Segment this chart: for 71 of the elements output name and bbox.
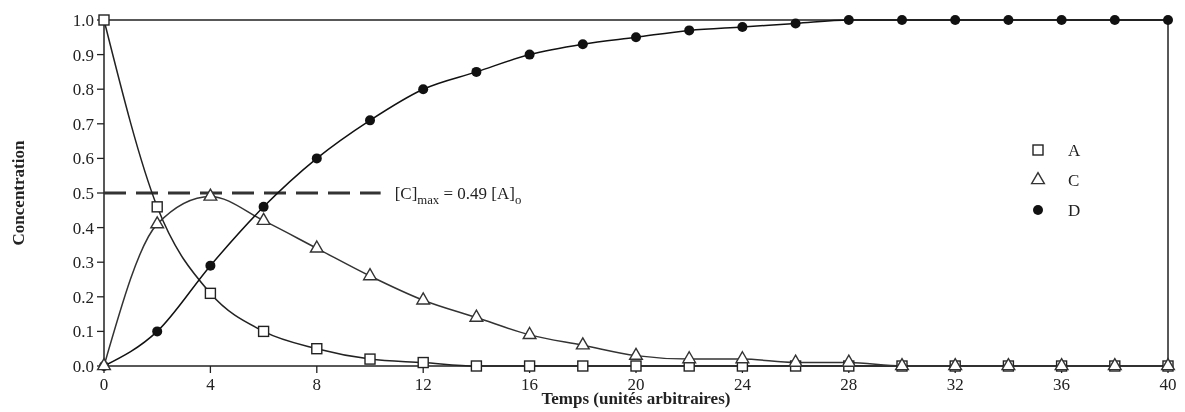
x-tick-label: 12 [414,375,432,394]
y-tick-label: 0.2 [72,287,94,307]
point [256,212,271,226]
point [469,309,484,322]
y-tick-label: 0.7 [72,114,95,134]
point [950,15,961,25]
annotation: [C]$_{max}$ = 0.49 [A]$_{o}$ [394,184,522,208]
point [151,201,163,213]
point [841,354,856,367]
point [470,360,483,372]
point [364,353,376,365]
x-axis-title: Temps (unités arbitraires) [541,389,731,408]
point [416,292,431,305]
x-tick-label: 40 [1159,375,1177,394]
point [1109,15,1120,25]
y-tick-label: 0.3 [72,253,94,273]
y-tick-label: 0.8 [72,80,94,100]
point [1056,15,1067,25]
point [152,326,163,337]
y-tick-label: 0.1 [72,322,94,342]
y-tick-label: 0.5 [72,183,94,203]
legend-label: D [1068,200,1081,220]
y-axis-title: Concentration [9,140,28,246]
x-tick-label: 16 [521,375,539,394]
point [365,115,375,126]
point [418,84,429,95]
point [843,15,854,25]
point [471,66,482,77]
point [362,268,378,281]
point [205,260,216,271]
point [203,188,218,201]
x-tick-label: 0 [99,375,109,394]
point [523,360,536,372]
point [737,21,748,32]
x-tick-label: 4 [206,375,216,394]
y-tick-label: 0.4 [72,218,95,238]
point [311,343,323,355]
y-tick-label: 0.0 [72,356,94,376]
y-tick-label: 1.0 [72,10,94,30]
x-tick-label: 8 [312,375,322,394]
point [735,351,750,364]
point [257,325,270,338]
point [258,201,269,212]
point [311,153,322,164]
x-tick-label: 28 [840,375,858,394]
x-tick-label: 32 [946,375,964,394]
point [628,347,644,360]
point [631,32,641,43]
point [897,15,907,25]
y-tick-label: 0.6 [72,149,94,169]
x-tick-label: 36 [1053,375,1071,394]
point [682,351,697,364]
point [417,356,429,369]
point [790,18,801,29]
x-tick-label: 24 [733,375,752,394]
point [150,216,165,229]
point [524,49,535,60]
point [204,287,217,300]
point [309,240,324,253]
point [577,360,589,372]
y-tick-label: 0.9 [72,45,94,65]
point [630,360,642,372]
legend-label: C [1068,170,1080,190]
point [577,39,588,50]
point [1163,15,1173,25]
point [788,354,803,367]
point [522,326,537,340]
point [684,25,695,36]
point [1003,15,1014,25]
point [575,337,590,350]
legend-label: A [1068,140,1081,160]
